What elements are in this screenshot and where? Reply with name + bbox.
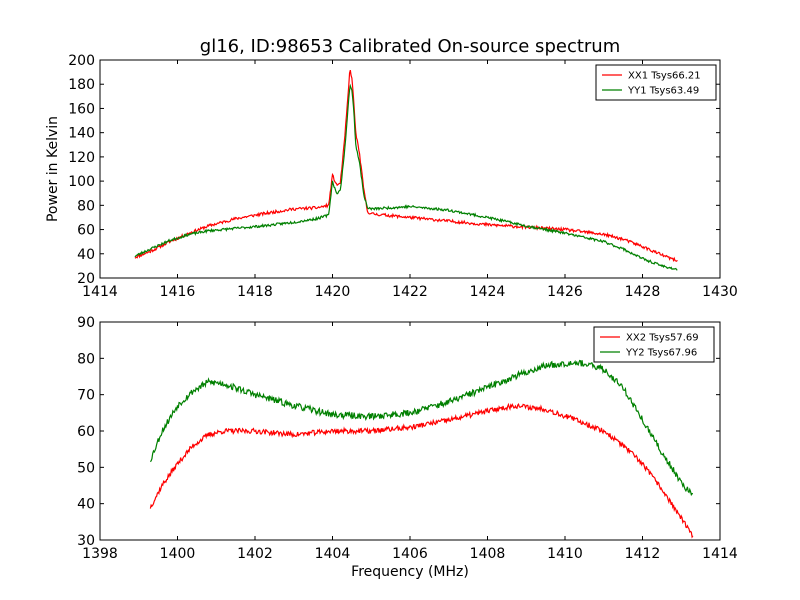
chart-panel-1: gl16, ID:98653 Calibrated On-source spec… — [45, 36, 738, 300]
y-tick-label: 80 — [77, 198, 95, 214]
x-tick-label: 1418 — [237, 284, 273, 300]
x-tick-label: 1410 — [547, 546, 583, 562]
series-line-1 — [134, 69, 678, 263]
x-tick-label: 1402 — [237, 546, 273, 562]
y-tick-label: 100 — [68, 174, 95, 190]
legend: XX1 Tsys66.21 YY1 Tsys63.49 — [595, 64, 717, 101]
y-tick-label: 40 — [77, 247, 95, 263]
y-tick-label: 120 — [68, 150, 95, 166]
legend-label: YY1 Tsys63.49 — [627, 86, 699, 97]
x-tick-label: 1408 — [470, 546, 506, 562]
x-tick-label: 1414 — [702, 546, 738, 562]
x-tick-label: 1430 — [702, 284, 738, 300]
x-tick-label: 1400 — [160, 546, 196, 562]
y-tick-label: 80 — [77, 351, 95, 367]
x-tick-label: 1414 — [82, 284, 118, 300]
series-line-1 — [149, 402, 694, 539]
x-tick-label: 1424 — [470, 284, 506, 300]
y-tick-label: 50 — [77, 460, 95, 476]
y-tick-label: 160 — [68, 101, 95, 117]
series-line-2 — [134, 83, 678, 271]
x-axis-label: Frequency (MHz) — [351, 564, 469, 580]
x-tick-label: 1398 — [82, 546, 118, 562]
legend-label: YY2 Tsys67.96 — [625, 348, 697, 359]
x-tick-label: 1404 — [315, 546, 351, 562]
y-tick-label: 140 — [68, 126, 95, 142]
x-tick-label: 1416 — [160, 284, 196, 300]
x-tick-label: 1420 — [315, 284, 351, 300]
x-tick-label: 1428 — [625, 284, 661, 300]
legend-label: XX2 Tsys57.69 — [626, 333, 699, 344]
y-tick-label: 70 — [77, 388, 95, 404]
y-tick-label: 200 — [68, 53, 95, 69]
x-tick-label: 1422 — [392, 284, 428, 300]
y-tick-label: 30 — [77, 533, 95, 549]
x-tick-label: 1406 — [392, 546, 428, 562]
series-line-2 — [149, 359, 694, 497]
legend-box — [593, 326, 715, 363]
x-tick-label: 1426 — [547, 284, 583, 300]
chart-panel-2: 1398 1400 1402 1404 1406 1408 1410 1412 1414 30 40… — [77, 315, 738, 580]
y-tick-label: 60 — [77, 424, 95, 440]
y-tick-label: 40 — [77, 497, 95, 513]
legend-box — [595, 64, 717, 101]
legend-label: XX1 Tsys66.21 — [628, 71, 701, 82]
chart-title: gl16, ID:98653 Calibrated On-source spec… — [200, 36, 620, 57]
y-tick-label: 20 — [77, 271, 95, 287]
y-tick-label: 90 — [77, 315, 95, 331]
y-tick-label: 180 — [68, 77, 95, 93]
legend: XX2 Tsys57.69 YY2 Tsys67.96 — [593, 326, 715, 363]
y-tick-label: 60 — [77, 223, 95, 239]
x-tick-label: 1412 — [625, 546, 661, 562]
y-axis-label: Power in Kelvin — [45, 116, 61, 222]
